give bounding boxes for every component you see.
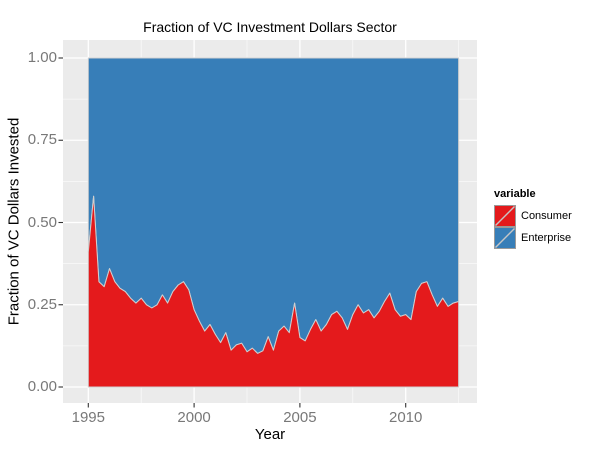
legend-key-slash — [495, 228, 515, 248]
y-tick-label: 1.00 — [27, 49, 57, 66]
y-axis-title: Fraction of VC Dollars Invested — [5, 117, 23, 326]
x-axis-title: Year — [254, 426, 286, 443]
chart-title: Fraction of VC Investment Dollars Sector — [143, 19, 397, 35]
y-tick-label: 0.50 — [27, 213, 57, 231]
legend-item-enterprise: Enterprise — [494, 227, 572, 249]
y-tick-label: 0.25 — [27, 295, 57, 313]
x-tick-label: 2000 — [177, 409, 211, 426]
legend-item-consumer: Consumer — [494, 205, 572, 227]
consumer-area-key-icon — [494, 205, 516, 227]
enterprise-area-key-icon — [494, 227, 516, 249]
legend: variable Consumer Enterprise — [494, 188, 572, 249]
legend-item-label: Enterprise — [521, 232, 572, 244]
x-tick-label: 2010 — [389, 409, 423, 426]
consumer-area — [87, 195, 460, 388]
x-tick-label: 1995 — [71, 409, 105, 426]
legend-title: variable — [494, 188, 536, 200]
x-tick-label: 2005 — [283, 409, 317, 426]
y-tick-label: 0.00 — [27, 378, 57, 395]
legend-key-slash — [495, 206, 515, 226]
legend-item-label: Consumer — [521, 210, 572, 222]
y-tick-label: 0.75 — [27, 131, 57, 149]
